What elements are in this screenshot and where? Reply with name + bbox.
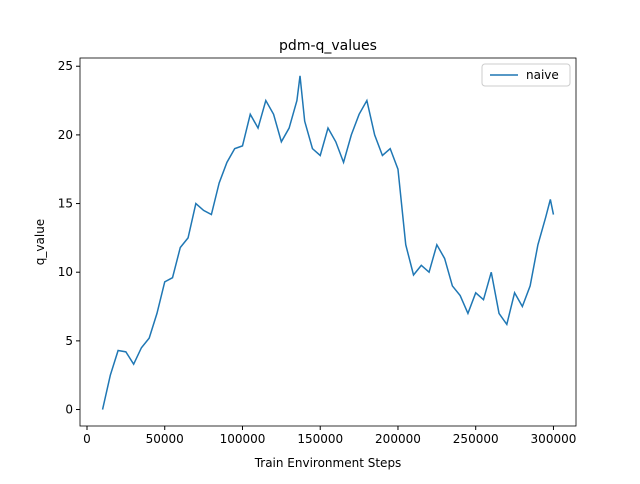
y-tick-label: 5 bbox=[65, 334, 73, 348]
x-tick-label: 100000 bbox=[220, 432, 266, 446]
x-tick-label: 250000 bbox=[453, 432, 499, 446]
chart-title: pdm-q_values bbox=[279, 38, 377, 54]
x-tick-label: 150000 bbox=[297, 432, 343, 446]
plot-frame bbox=[79, 57, 577, 427]
y-tick-label: 0 bbox=[65, 403, 73, 417]
legend-label: naive bbox=[526, 68, 559, 82]
y-tick-label: 10 bbox=[58, 265, 73, 279]
y-tick-label: 15 bbox=[58, 197, 73, 211]
line-series bbox=[101, 75, 555, 410]
x-tick-label: 50000 bbox=[146, 432, 184, 446]
y-axis-label: q_value bbox=[33, 219, 47, 265]
x-tick-label: 300000 bbox=[531, 432, 577, 446]
x-tick-label: 0 bbox=[83, 432, 91, 446]
legend-box bbox=[481, 63, 571, 87]
x-tick-label: 200000 bbox=[375, 432, 421, 446]
y-tick-label: 25 bbox=[58, 59, 73, 73]
x-axis-label: Train Environment Steps bbox=[254, 456, 402, 470]
y-tick-label: 20 bbox=[58, 128, 73, 142]
